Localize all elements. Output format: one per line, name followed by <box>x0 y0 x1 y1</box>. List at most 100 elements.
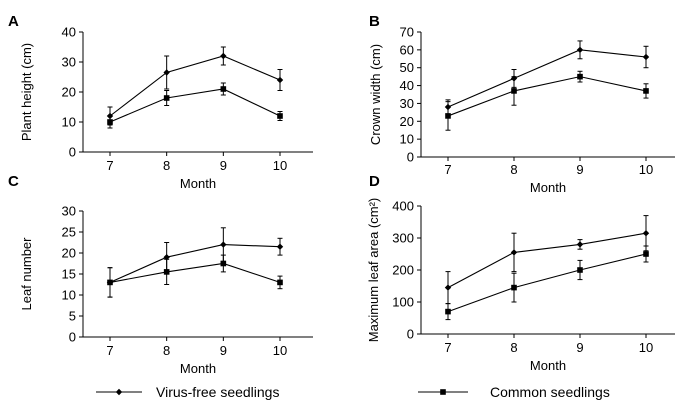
panel-b-y-tick-label: 70 <box>400 25 414 40</box>
panel-b-series-virus-free-line <box>447 49 647 108</box>
panel-c-y-tick-label: 25 <box>62 225 76 240</box>
panel-d-series-virus-free-line <box>447 232 647 289</box>
panel-b-y-tick-label: 60 <box>400 42 414 57</box>
panel-b-series-common <box>445 70 649 131</box>
panel-b-series-common-point <box>577 73 583 80</box>
panel-c-x-title: Month <box>180 361 216 376</box>
panel-b-series-common-point <box>643 88 649 94</box>
panel-c-series-virus-free <box>106 227 284 298</box>
panel-a-series-common-line <box>109 88 281 123</box>
panel-a-series-common-point <box>277 113 283 119</box>
panel-a-series-common-point <box>220 86 227 92</box>
panel-c: C 0 5 10 15 20 25 30 7 8 9 10 Month Leaf number <box>8 173 313 376</box>
panel-d-letter: D <box>369 173 380 190</box>
legend-marker-virus-free <box>115 388 123 396</box>
panel-b-y-tick-label: 30 <box>400 96 414 111</box>
panel-a-y-tick-label: 10 <box>62 115 76 130</box>
panel-c-series-common-line <box>109 262 281 283</box>
panel-d-y-tick-label: 200 <box>392 263 414 278</box>
panel-d-series-common-point <box>577 267 583 273</box>
panel-a-letter: A <box>8 13 19 30</box>
panel-a-series-virus-free-point <box>163 69 170 76</box>
panel-c-y-tick-label: 10 <box>62 288 76 303</box>
panel-b-y-tick-label: 10 <box>400 132 414 147</box>
legend-marker-common <box>440 389 446 395</box>
legend: Virus-free seedlings Common seedlings <box>96 384 610 400</box>
legend-item-common: Common seedlings <box>418 384 610 400</box>
panel-c-y-tick-label: 20 <box>62 246 76 261</box>
panel-a-y-title: Plant height (cm) <box>19 43 34 141</box>
panel-a-series-virus-free-line <box>109 55 281 117</box>
panel-d-x-title: Month <box>530 358 566 373</box>
panel-d-series-common <box>445 245 649 321</box>
panel-c-x-tick-label: 10 <box>273 343 287 358</box>
panel-b-y-title: Crown width (cm) <box>368 44 383 145</box>
panel-a-y-tick-label: 40 <box>62 25 76 40</box>
panel-a-series-common-point <box>107 119 113 125</box>
panel-a-y-tick-label: 20 <box>62 85 76 100</box>
panel-b-x-tick-label: 10 <box>639 162 653 177</box>
legend-item-virus-free: Virus-free seedlings <box>96 384 279 400</box>
panel-b-y-tick-label: 20 <box>400 114 414 129</box>
panel-d-x-tick-label: 10 <box>639 340 653 355</box>
panel-d-y-tick-label: 400 <box>392 199 414 214</box>
panel-a-x-tick-label: 8 <box>163 158 170 173</box>
panel-d-series-common-point <box>511 284 517 291</box>
panel-c-x-tick-label: 9 <box>220 343 227 358</box>
panel-d-y-tick-label: 0 <box>407 327 414 342</box>
panel-a-x-tick-label: 7 <box>106 158 113 173</box>
panel-c-letter: C <box>8 173 19 190</box>
panel-c-series-common <box>107 254 283 298</box>
panel-a-x-tick-label: 9 <box>220 158 227 173</box>
panel-c-series-virus-free-line <box>109 244 281 283</box>
panel-d-series-virus-free-point <box>576 241 584 248</box>
panel-d-series-virus-free-point <box>444 284 452 291</box>
panel-a-y-tick-label: 30 <box>62 55 76 70</box>
panel-d-y-title: Maximum leaf area (cm²) <box>366 198 381 342</box>
panel-b-series-common-line <box>447 76 647 117</box>
panel-a-x-tick-label: 10 <box>273 158 287 173</box>
panel-b-y-tick-label: 0 <box>407 150 414 165</box>
panel-b: B 0 10 20 30 40 50 60 70 7 8 9 10 Month Crown width (c… <box>368 13 675 195</box>
panel-b-x-title: Month <box>530 180 566 195</box>
panel-c-series-common-point <box>277 279 283 286</box>
panel-b-letter: B <box>369 13 380 30</box>
panel-c-y-title: Leaf number <box>19 237 34 311</box>
panel-c-y-tick-label: 15 <box>62 267 76 282</box>
panel-d-y-tick-label: 300 <box>392 231 414 246</box>
panel-b-series-virus-free-point <box>642 53 650 61</box>
legend-label-virus-free: Virus-free seedlings <box>156 384 279 400</box>
panel-b-series-virus-free <box>444 40 650 115</box>
panel-b-series-common-point <box>445 113 451 119</box>
panel-d-y-tick-label: 100 <box>392 295 414 310</box>
panel-a-series-virus-free-point <box>276 76 284 84</box>
panel-a: A 0 10 20 30 40 7 8 9 10 Month Plant height (cm) <box>8 13 313 191</box>
panel-d-x-tick-label: 8 <box>510 340 517 355</box>
panel-c-series-common-point <box>107 279 113 286</box>
panel-a-y-tick-label: 0 <box>69 145 76 160</box>
panel-b-x-tick-label: 8 <box>510 162 517 177</box>
panel-d-x-tick-label: 7 <box>444 340 451 355</box>
legend-label-common: Common seedlings <box>490 384 610 400</box>
panel-a-series-common-point <box>163 95 170 101</box>
panel-c-y-tick-label: 30 <box>62 204 76 219</box>
panel-c-series-common-point <box>163 269 170 275</box>
panel-c-y-tick-label: 0 <box>69 330 76 345</box>
panel-a-series-virus-free <box>106 46 284 126</box>
panel-d-series-common-line <box>447 253 647 313</box>
panel-b-series-virus-free-point <box>576 46 584 54</box>
panel-d: D 0 100 200 300 400 7 8 9 10 Month Maximum leaf are… <box>366 173 675 373</box>
panel-b-x-tick-label: 7 <box>444 162 451 177</box>
panel-d-series-virus-free-point <box>510 249 518 256</box>
panel-c-series-virus-free-point <box>276 243 284 250</box>
panel-d-series-common-point <box>445 308 451 315</box>
panel-d-series-virus-free <box>444 215 650 305</box>
panel-d-series-virus-free-point <box>642 230 650 237</box>
panel-a-x-title: Month <box>180 176 216 191</box>
panel-c-x-tick-label: 7 <box>106 343 113 358</box>
panel-c-x-tick-label: 8 <box>163 343 170 358</box>
panel-d-series-common-point <box>643 251 649 257</box>
panel-a-series-common <box>107 82 283 129</box>
panel-b-y-tick-label: 40 <box>400 78 414 93</box>
